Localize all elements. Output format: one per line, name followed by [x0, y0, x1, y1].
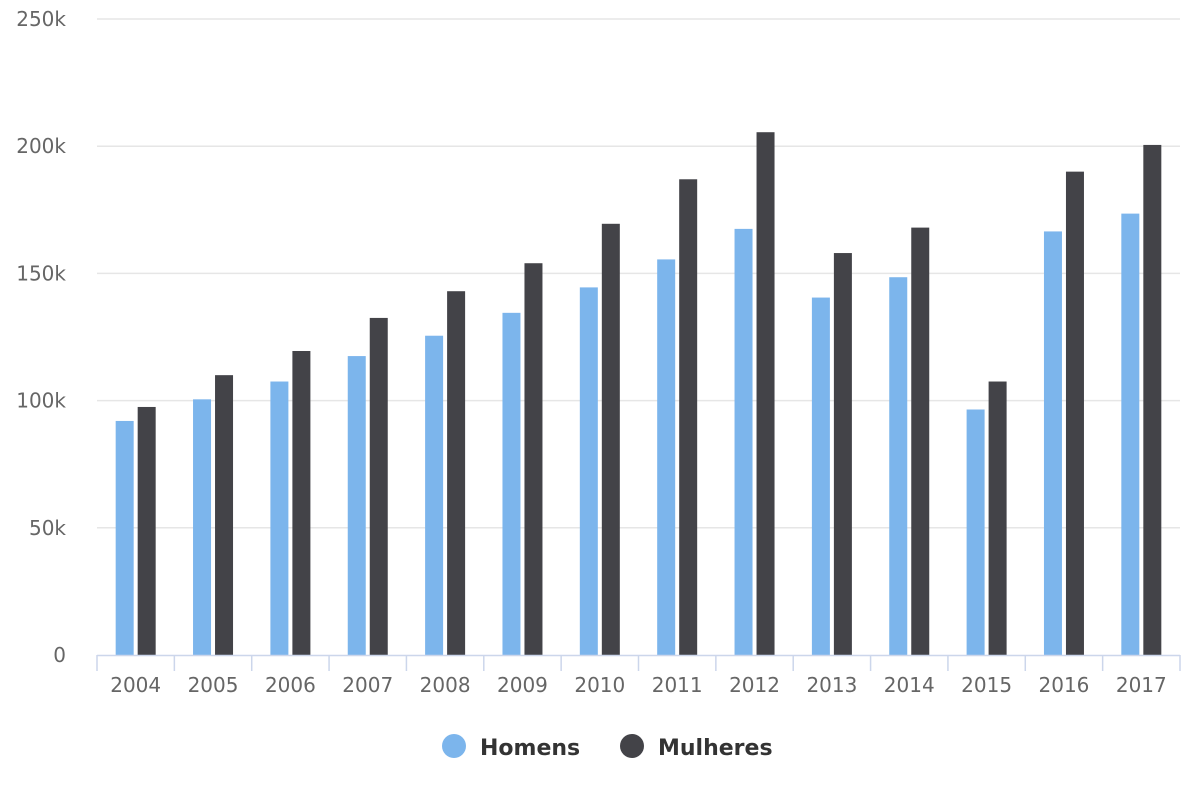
- bar-homens-2009[interactable]: [502, 312, 521, 655]
- bar-homens-2017[interactable]: [1121, 213, 1140, 655]
- bar-mulheres-2015[interactable]: [988, 381, 1007, 655]
- bar-homens-2011[interactable]: [657, 259, 676, 655]
- bar-mulheres-2004[interactable]: [137, 406, 156, 655]
- bar-mulheres-2017[interactable]: [1143, 144, 1162, 656]
- x-tick-label: 2017: [1116, 673, 1167, 697]
- bar-homens-2007[interactable]: [347, 356, 366, 655]
- grid-lines: [97, 18, 1180, 529]
- legend-item-mulheres[interactable]: Mulheres: [620, 734, 773, 761]
- bar-mulheres-2013[interactable]: [833, 253, 852, 655]
- legend-marker-mulheres: [620, 734, 644, 758]
- y-tick-label: 0: [53, 643, 66, 667]
- x-tick-label: 2008: [420, 673, 471, 697]
- bar-mulheres-2006[interactable]: [292, 350, 311, 655]
- y-tick-label: 200k: [16, 134, 66, 158]
- bar-mulheres-2007[interactable]: [369, 317, 388, 655]
- y-tick-label: 50k: [29, 516, 66, 540]
- bar-homens-2006[interactable]: [270, 381, 289, 655]
- legend: Homens Mulheres: [442, 734, 773, 761]
- legend-label-homens: Homens: [480, 736, 580, 761]
- x-tick-label: 2009: [497, 673, 548, 697]
- y-tick-label: 150k: [16, 261, 66, 285]
- x-tick-label: 2014: [884, 673, 935, 697]
- bar-mulheres-2005[interactable]: [215, 375, 234, 655]
- bar-homens-2008[interactable]: [425, 335, 444, 655]
- y-tick-label: 100k: [16, 389, 66, 413]
- bar-mulheres-2010[interactable]: [601, 223, 620, 656]
- legend-item-homens[interactable]: Homens: [442, 734, 580, 761]
- x-tick-label: 2012: [729, 673, 780, 697]
- bar-mulheres-2008[interactable]: [447, 291, 466, 655]
- x-tick-label: 2015: [961, 673, 1012, 697]
- x-tick-label: 2013: [806, 673, 857, 697]
- bar-mulheres-2012[interactable]: [756, 132, 775, 655]
- y-axis: 0 50k 100k 150k 200k 250k: [16, 7, 66, 667]
- x-tick-label: 2006: [265, 673, 316, 697]
- bar-mulheres-2011[interactable]: [679, 179, 698, 655]
- bar-homens-2014[interactable]: [889, 277, 908, 655]
- bar-homens-2004[interactable]: [115, 420, 134, 655]
- x-tick-label: 2011: [652, 673, 703, 697]
- bar-homens-2012[interactable]: [734, 228, 753, 655]
- x-tick-label: 2005: [188, 673, 239, 697]
- y-tick-label: 250k: [16, 7, 66, 31]
- bar-mulheres-2016[interactable]: [1065, 171, 1084, 655]
- bar-homens-2005[interactable]: [193, 399, 212, 655]
- bar-homens-2013[interactable]: [811, 297, 830, 655]
- x-tick-label: 2016: [1039, 673, 1090, 697]
- x-axis: 2004 2005 2006 2007 2008 2009 2010 2011 2012 2013…: [96, 654, 1181, 697]
- bar-homens-2016[interactable]: [1043, 231, 1062, 655]
- bar-mulheres-2014[interactable]: [911, 227, 930, 655]
- x-tick-label: 2010: [574, 673, 625, 697]
- bar-homens-2010[interactable]: [579, 287, 598, 655]
- bar-homens-2015[interactable]: [966, 409, 985, 655]
- legend-label-mulheres: Mulheres: [658, 736, 773, 761]
- x-tick-label: 2007: [342, 673, 393, 697]
- bars: [115, 132, 1162, 656]
- legend-marker-homens: [442, 734, 466, 758]
- bar-mulheres-2009[interactable]: [524, 263, 543, 655]
- x-tick-label: 2004: [110, 673, 161, 697]
